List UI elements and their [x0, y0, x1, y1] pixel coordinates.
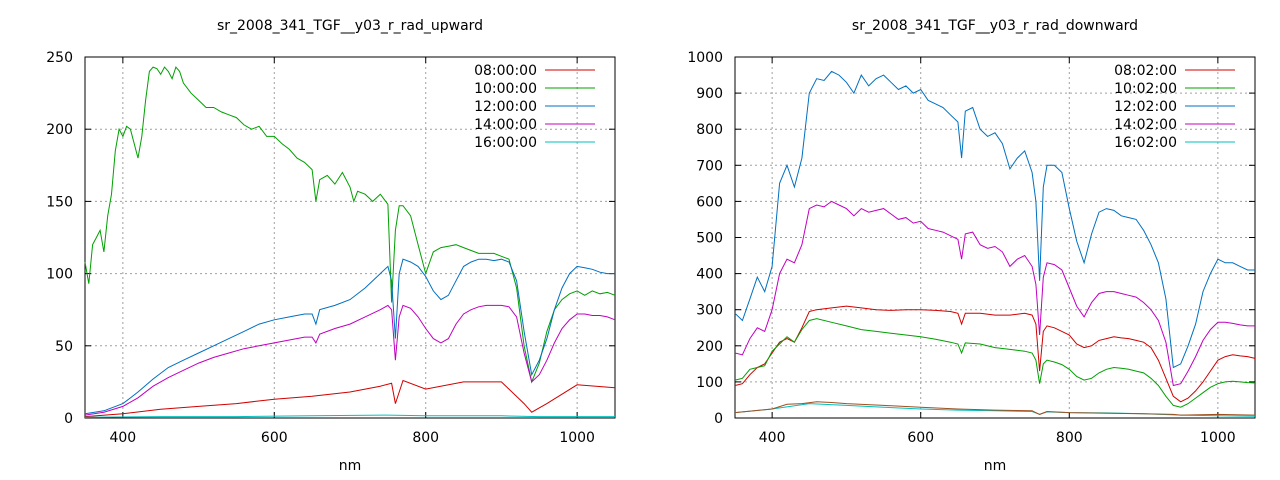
chart1-legend-label: 08:00:00 — [474, 63, 537, 79]
chart2-series-line-2 — [734, 318, 1256, 408]
chart2-legend-label: 14:02:00 — [1114, 117, 1177, 133]
chart1-legend-label: 16:00:00 — [474, 135, 537, 151]
chart2-y-tick-label: 700 — [696, 158, 723, 174]
chart2-series-line-4 — [734, 200, 1255, 387]
chart2-series-line-3 — [734, 70, 1255, 369]
chart1-y-tick-label: 50 — [55, 339, 73, 355]
chart1-legend-label: 12:00:00 — [474, 99, 537, 115]
chart2-y-tick-label: 600 — [696, 194, 723, 210]
chart2-y-tick-label: 0 — [714, 411, 723, 427]
chart2-x-tick-label: 800 — [1056, 430, 1083, 446]
chart1-y-tick-label: 150 — [46, 194, 73, 210]
chart2-legend-label: 08:02:00 — [1114, 63, 1177, 79]
chart2-series-line-1 — [734, 305, 1256, 403]
chart1-series-line-5 — [84, 414, 615, 418]
chart1-x-tick-label: 800 — [412, 430, 439, 446]
chart1-y-tick-label: 200 — [46, 122, 73, 138]
chart1-y-tick-label: 250 — [46, 50, 73, 66]
chart2-x-tick-label: 1000 — [1200, 430, 1236, 446]
chart2-y-tick-label: 800 — [696, 122, 723, 138]
chart2-y-tick-label: 100 — [696, 375, 723, 391]
chart2-legend-label: 16:02:00 — [1114, 135, 1177, 151]
chart2-legend-label: 10:02:00 — [1114, 81, 1177, 97]
chart2-series-line-6 — [734, 401, 1256, 416]
chart2-legend-label: 12:02:00 — [1114, 99, 1177, 115]
chart2-y-tick-label: 500 — [696, 231, 723, 247]
chart2-y-tick-label: 400 — [696, 267, 723, 283]
chart1-x-tick-label: 600 — [261, 430, 288, 446]
chart2-title: sr_2008_341_TGF__y03_r_rad_downward — [852, 18, 1138, 34]
chart2-y-tick-label: 200 — [696, 339, 723, 355]
chart1-series-line-3 — [84, 258, 615, 415]
chart1-series-line-4 — [84, 304, 616, 416]
chart1-legend-label: 14:00:00 — [474, 117, 537, 133]
chart2-x-tick-label: 600 — [907, 430, 934, 446]
chart1-plot-frame — [84, 56, 616, 419]
chart1-x-tick-label: 400 — [109, 430, 136, 446]
chart2-y-tick-label: 1000 — [687, 50, 723, 66]
chart2-y-tick-label: 300 — [696, 303, 723, 319]
chart1-x-axis-label: nm — [339, 458, 362, 474]
chart1-title: sr_2008_341_TGF__y03_r_rad_upward — [217, 18, 483, 34]
chart2-x-tick-label: 400 — [759, 430, 786, 446]
chart1-series-line-1 — [84, 379, 616, 418]
chart1-legend-label: 10:00:00 — [474, 81, 537, 97]
chart1-x-tick-label: 1000 — [559, 430, 595, 446]
chart2-y-tick-label: 900 — [696, 86, 723, 102]
chart1-y-tick-label: 0 — [64, 411, 73, 427]
chart1-y-tick-label: 100 — [46, 267, 73, 283]
chart1-series-line-2 — [84, 66, 616, 384]
chart2-x-axis-label: nm — [984, 458, 1007, 474]
